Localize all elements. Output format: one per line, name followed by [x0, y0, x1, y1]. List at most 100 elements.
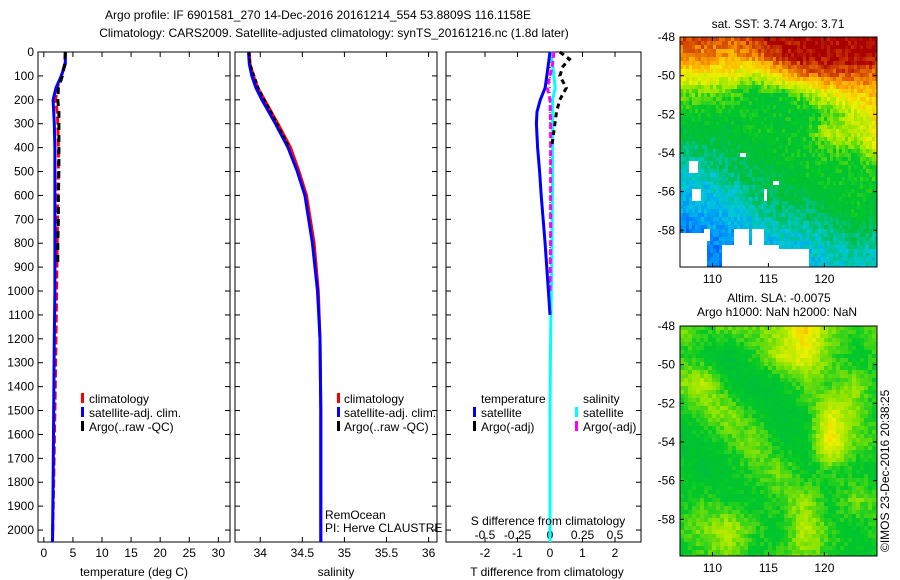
heatmap-cell: [773, 101, 776, 105]
heatmap-cell: [788, 93, 791, 97]
heatmap-cell: [821, 181, 824, 185]
x-tick-label: 35.5: [375, 546, 399, 560]
heatmap-cell: [725, 121, 728, 125]
heatmap-cell: [692, 109, 695, 113]
heatmap-cell: [720, 386, 724, 390]
heatmap-cell: [857, 81, 860, 85]
heatmap-cell: [701, 197, 704, 201]
heatmap-cell: [731, 145, 734, 149]
heatmap-cell: [791, 49, 794, 53]
heatmap-cell: [725, 145, 728, 149]
heatmap-cell: [758, 185, 761, 189]
heatmap-cell: [746, 189, 749, 193]
heatmap-cell: [701, 157, 704, 161]
heatmap-cell: [812, 69, 815, 73]
heatmap-cell: [713, 197, 716, 201]
heatmap-cell: [785, 209, 788, 213]
heatmap-cell: [839, 69, 842, 73]
heatmap-cell: [869, 245, 872, 249]
heatmap-cell: [692, 57, 695, 61]
heatmap-cell: [839, 197, 842, 201]
heatmap-cell: [695, 73, 698, 77]
heatmap-cell: [830, 149, 833, 153]
heatmap-cell: [856, 382, 860, 386]
heatmap-cell: [864, 398, 868, 402]
heatmap-cell: [836, 185, 839, 189]
heatmap-cell: [806, 237, 809, 241]
heatmap-cell: [827, 197, 830, 201]
heatmap-cell: [803, 185, 806, 189]
heatmap-cell: [752, 129, 755, 133]
heatmap-cell: [806, 61, 809, 65]
x-tick-label: -2: [480, 546, 491, 560]
heatmap-cell: [683, 157, 686, 161]
heatmap-cell: [824, 89, 827, 93]
heatmap-cell: [815, 225, 818, 229]
heatmap-cell: [794, 149, 797, 153]
heatmap-cell: [818, 213, 821, 217]
heatmap-cell: [800, 169, 803, 173]
heatmap-cell: [842, 261, 845, 265]
heatmap-cell: [851, 137, 854, 141]
heatmap-cell: [773, 233, 776, 237]
heatmap-cell: [818, 185, 821, 189]
heatmap-cell: [833, 237, 836, 241]
heatmap-cell: [755, 149, 758, 153]
heatmap-cell: [803, 217, 806, 221]
heatmap-cell: [707, 133, 710, 137]
heatmap-cell: [792, 398, 796, 402]
heatmap-cell: [731, 53, 734, 57]
heatmap-cell: [736, 358, 740, 362]
heatmap-cell: [809, 65, 812, 69]
heatmap-cell: [803, 165, 806, 169]
heatmap-cell: [851, 241, 854, 245]
heatmap-cell: [863, 133, 866, 137]
heatmap-cell: [758, 137, 761, 141]
heatmap-cell: [688, 362, 692, 366]
heatmap-cell: [848, 65, 851, 69]
heatmap-cell: [695, 57, 698, 61]
heatmap-cell: [830, 145, 833, 149]
heatmap-cell: [797, 189, 800, 193]
heatmap-cell: [707, 169, 710, 173]
heatmap-cell: [680, 366, 684, 370]
heatmap-cell: [864, 326, 868, 330]
heatmap-cell: [794, 193, 797, 197]
heatmap-cell: [824, 45, 827, 49]
heatmap-cell: [812, 181, 815, 185]
heatmap-cell: [784, 358, 788, 362]
heatmap-cell: [686, 109, 689, 113]
heatmap-cell: [800, 105, 803, 109]
heatmap-cell: [824, 101, 827, 105]
heatmap-cell: [680, 37, 683, 41]
heatmap-cell: [725, 225, 728, 229]
heatmap-cell: [755, 53, 758, 57]
heatmap-cell: [776, 41, 779, 45]
heatmap-cell: [728, 386, 732, 390]
heatmap-cell: [707, 257, 710, 261]
heatmap-cell: [794, 241, 797, 245]
heatmap-cell: [710, 201, 713, 205]
heatmap-cell: [688, 346, 692, 350]
heatmap-cell: [818, 249, 821, 253]
heatmap-cell: [824, 69, 827, 73]
heatmap-cell: [856, 406, 860, 410]
heatmap-cell: [760, 394, 764, 398]
heatmap-cell: [836, 354, 840, 358]
heatmap-cell: [710, 189, 713, 193]
heatmap-cell: [782, 149, 785, 153]
heatmap-cell: [743, 137, 746, 141]
heatmap-cell: [857, 149, 860, 153]
heatmap-cell: [818, 193, 821, 197]
heatmap-cell: [722, 73, 725, 77]
heatmap-cell: [719, 153, 722, 157]
heatmap-cell: [785, 165, 788, 169]
heatmap-cell: [768, 422, 772, 426]
heatmap-cell: [684, 366, 688, 370]
heatmap-cell: [710, 169, 713, 173]
heatmap-cell: [869, 165, 872, 169]
heatmap-cell: [743, 41, 746, 45]
heatmap-cell: [824, 233, 827, 237]
heatmap-cell: [704, 129, 707, 133]
heatmap-cell: [824, 229, 827, 233]
